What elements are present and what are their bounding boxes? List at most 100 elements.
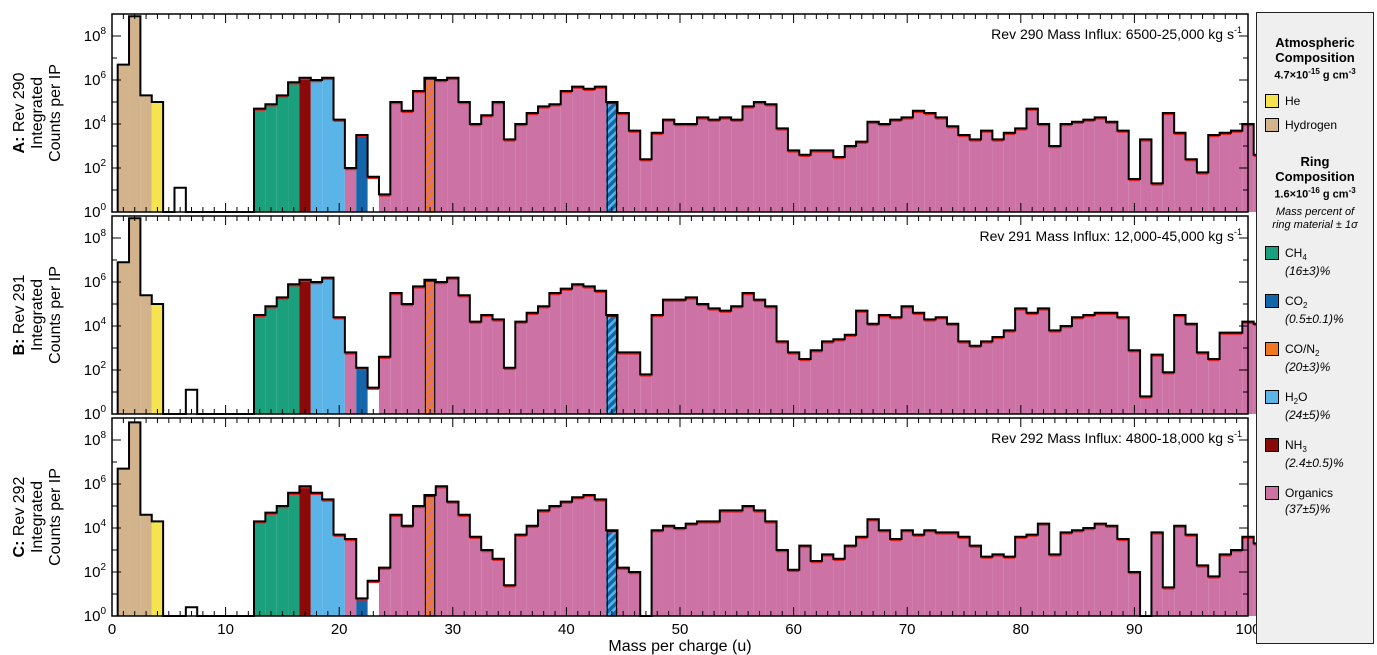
bar-mz-3 bbox=[140, 295, 152, 414]
y-tick-label: 104 bbox=[84, 316, 107, 335]
bar-mz-36 bbox=[515, 321, 527, 414]
bar-mz-38 bbox=[538, 306, 550, 414]
legend-subscript: 2 bbox=[1293, 397, 1299, 407]
ylabel-rev: Rev 290 bbox=[11, 72, 28, 136]
bar-mz-65 bbox=[844, 146, 857, 212]
legend-label-nh3: NH3 bbox=[1285, 438, 1307, 455]
bar-mz-62 bbox=[810, 350, 822, 414]
organics-swatch bbox=[1265, 486, 1279, 501]
ylabel-line2: Integrated bbox=[29, 77, 46, 149]
x-tick-label: 30 bbox=[444, 621, 461, 638]
legend-item-co2: CO2 (0.5±0.1)% bbox=[1265, 294, 1373, 326]
bar-mz-58 bbox=[765, 104, 777, 212]
bar-mz-1 bbox=[117, 468, 130, 616]
y-tick-base: 10 bbox=[84, 520, 101, 537]
bar-mz-2 bbox=[129, 16, 141, 213]
bar-mz-87 bbox=[1094, 312, 1106, 414]
y-tick-base: 10 bbox=[84, 406, 101, 423]
bar-group bbox=[117, 16, 1266, 213]
bar-mz-70 bbox=[901, 117, 913, 212]
bar-mz-56 bbox=[742, 506, 754, 616]
bar-mz-4 bbox=[151, 304, 164, 414]
bar-mz-28 bbox=[424, 495, 436, 616]
bar-mz-70 bbox=[901, 306, 913, 414]
legend-percent-organics: (37±5)% bbox=[1285, 502, 1331, 517]
x-tick-label: 0 bbox=[108, 621, 116, 638]
bar-mz-86 bbox=[1083, 528, 1095, 616]
bar-mz-68 bbox=[878, 124, 891, 212]
bar-mz-80 bbox=[1015, 308, 1027, 414]
bar-mz-24 bbox=[378, 567, 391, 616]
x-tick-label: 80 bbox=[1012, 621, 1029, 638]
bar-mz-53 bbox=[708, 119, 720, 212]
bar-mz-58 bbox=[765, 306, 777, 414]
bar-mz-42 bbox=[583, 495, 595, 616]
y-tick-base: 10 bbox=[84, 230, 101, 247]
y-tick-exp: 4 bbox=[100, 114, 106, 125]
bar-mz-3 bbox=[140, 514, 152, 616]
bar-mz-35 bbox=[503, 585, 516, 616]
bar-mz-29 bbox=[435, 486, 448, 616]
ylabel-prefix: B: bbox=[11, 339, 28, 356]
ylabel-prefix: A: bbox=[11, 137, 28, 154]
bar-mz-87 bbox=[1094, 523, 1106, 616]
bar-mz-60 bbox=[787, 352, 800, 414]
bar-mz-81 bbox=[1026, 108, 1038, 212]
bar-mz-50 bbox=[674, 299, 686, 414]
legend-text: CO/N2 (20±3)% bbox=[1285, 342, 1330, 374]
bar-mz-88 bbox=[1106, 525, 1118, 616]
bar-mz-40 bbox=[560, 501, 573, 616]
bar-mz-24 bbox=[378, 194, 391, 212]
bar-mz-50 bbox=[674, 528, 686, 616]
bar-mz-82 bbox=[1037, 124, 1050, 212]
annotation-sup: -1 bbox=[1234, 25, 1242, 35]
y-tick-exp: 6 bbox=[100, 70, 106, 81]
bar-mz-96 bbox=[1196, 565, 1209, 616]
y-tick-exp: 2 bbox=[100, 360, 106, 371]
legend-label-hydrogen: Hydrogen bbox=[1285, 117, 1338, 132]
bar-mz-62 bbox=[810, 150, 822, 212]
y-tick-exp: 0 bbox=[100, 404, 106, 415]
bar-mz-32 bbox=[469, 124, 482, 212]
legend-label-co2: CO2 bbox=[1285, 294, 1308, 311]
y-tick-exp: 2 bbox=[100, 158, 106, 169]
bar-mz-49 bbox=[662, 119, 675, 212]
bar-mz-85 bbox=[1071, 317, 1084, 414]
y-tick-exp: 0 bbox=[100, 606, 106, 617]
bar-mz-48 bbox=[651, 132, 663, 212]
bar-mz-74 bbox=[946, 126, 959, 212]
bar-mz-94 bbox=[1174, 132, 1186, 212]
bar-mz-76 bbox=[969, 139, 982, 212]
bar-mz-55 bbox=[731, 306, 743, 414]
bar-mz-37 bbox=[526, 525, 538, 616]
ring-legend-title: Ring Composition bbox=[1257, 154, 1373, 184]
panel-annotation: Rev 290 Mass Influx: 6500-25,000 kg s-1 bbox=[991, 25, 1242, 42]
ring-density-exp: -16 bbox=[1308, 185, 1320, 195]
y-tick-base: 10 bbox=[84, 476, 101, 493]
bar-mz-97 bbox=[1208, 576, 1220, 616]
bar-mz-45 bbox=[617, 567, 629, 616]
bar-mz-98 bbox=[1219, 554, 1231, 616]
bar-mz-31 bbox=[458, 295, 470, 414]
bar-mz-25 bbox=[390, 514, 402, 616]
data-outline bbox=[116, 217, 1278, 415]
bar-mz-84 bbox=[1060, 124, 1072, 212]
y-tick-base: 10 bbox=[84, 28, 101, 45]
y-tick-exp: 8 bbox=[100, 228, 106, 239]
y-tick-label: 108 bbox=[84, 228, 107, 247]
bar-mz-61 bbox=[799, 154, 811, 212]
bar-mz-39 bbox=[549, 104, 561, 212]
bar-mz-90 bbox=[1128, 179, 1141, 212]
ring-note-line2: ring material ± 1σ bbox=[1272, 219, 1358, 232]
bar-mz-16 bbox=[288, 492, 300, 616]
bar-mz-46 bbox=[628, 130, 641, 212]
bar-mz-84 bbox=[1060, 532, 1072, 616]
legend-percent-ch4: (16±3)% bbox=[1285, 264, 1331, 279]
bar-mz-69 bbox=[890, 119, 902, 212]
bar-mz-45 bbox=[617, 352, 629, 414]
annotation-text: Rev 291 Mass Influx: 12,000-45,000 kg s bbox=[980, 228, 1234, 244]
bar-mz-59 bbox=[776, 341, 788, 414]
bar-mz-59 bbox=[776, 128, 788, 212]
bar-mz-2 bbox=[129, 422, 141, 616]
bar-mz-99 bbox=[1230, 550, 1243, 616]
